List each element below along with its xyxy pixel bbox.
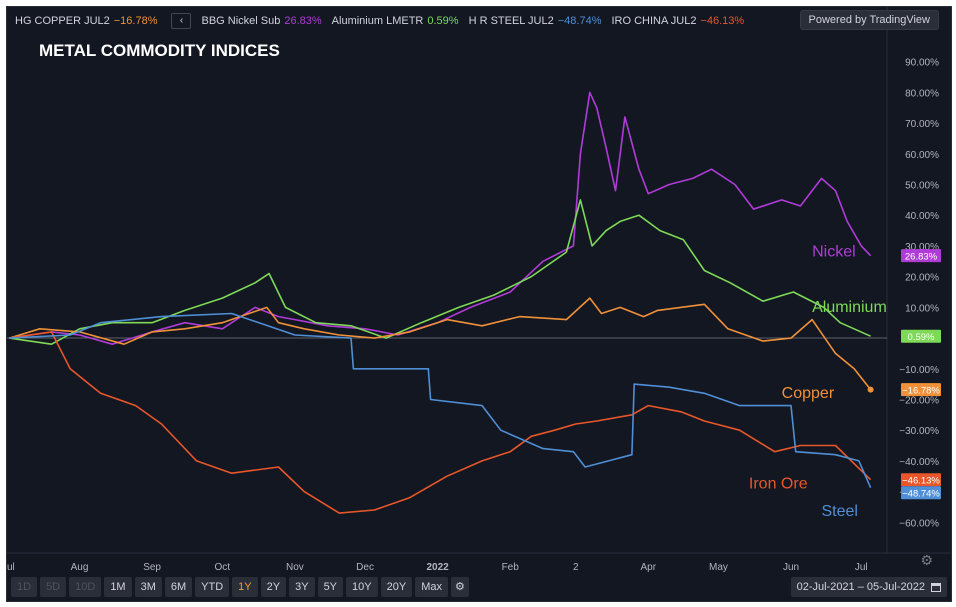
x-tick-label: ul: [7, 562, 15, 573]
range-button-ytd[interactable]: YTD: [195, 577, 230, 597]
legend-label: Aluminium LMETR: [331, 15, 424, 27]
chevron-left-icon[interactable]: ‹: [171, 13, 192, 29]
y-tick-label: −40.00%: [899, 457, 939, 468]
legend-label: BBG Nickel Sub: [201, 15, 281, 27]
series-annotation-copper: Copper: [782, 385, 835, 402]
legend-bar: HG COPPER JUL2 −16.78% ‹ BBG Nickel Sub 26…: [15, 13, 754, 29]
x-tick-label: Nov: [286, 562, 304, 573]
y-tick-label: −30.00%: [899, 426, 939, 437]
x-tick-label: 2: [573, 562, 579, 573]
last-value-badge: [901, 249, 941, 263]
x-tick-label: Sep: [143, 562, 161, 573]
date-range-picker[interactable]: 02-Jul-2021 – 05-Jul-2022: [790, 577, 947, 597]
series-annotation-aluminium: Aluminium: [812, 299, 887, 316]
legend-value: −46.13%: [700, 15, 745, 27]
y-tick-label: 80.00%: [905, 88, 939, 99]
last-value-label: −16.78%: [902, 386, 940, 397]
last-value-label: −48.74%: [902, 489, 940, 500]
last-value-label: 0.59%: [908, 332, 935, 343]
series-line-aluminium: [9, 199, 871, 345]
powered-by-badge[interactable]: Powered by TradingView: [799, 10, 939, 30]
x-tick-label: 2022: [427, 562, 450, 573]
chart-plot[interactable]: 90.00% 80.00% 70.00% 60.00% 50.00% 40.00% 30.0…: [7, 7, 952, 602]
series-annotation-iron-ore: Iron Ore: [749, 476, 808, 493]
legend-item-nickel[interactable]: BBG Nickel Sub 26.83%: [201, 15, 321, 27]
range-button-5d[interactable]: 5D: [40, 577, 67, 597]
last-value-label: −46.13%: [902, 476, 940, 487]
legend-label: IRO CHINA JUL2: [611, 15, 697, 27]
legend-item-aluminium[interactable]: Aluminium LMETR 0.59%: [332, 15, 459, 27]
chart-title: METAL COMMODITY INDICES: [39, 41, 280, 60]
series-line-steel: [9, 312, 872, 489]
chart-frame: 90.00% 80.00% 70.00% 60.00% 50.00% 40.00% 30.0…: [6, 6, 952, 602]
last-value-badge: [901, 383, 941, 397]
y-tick-label: −10.00%: [899, 365, 939, 376]
calendar-icon: [931, 582, 941, 592]
y-tick-label: 60.00%: [905, 150, 939, 161]
last-value-badge: [901, 329, 941, 343]
gear-icon[interactable]: ⚙: [920, 552, 933, 568]
range-toolbar: 1D 5D 10D 1M 3M 6M YTD 1Y 2Y 3Y 5Y 10Y 2…: [11, 577, 469, 597]
x-tick-label: Apr: [640, 562, 656, 573]
range-button-10y[interactable]: 10Y: [346, 577, 378, 597]
last-value-label: 26.83%: [905, 252, 938, 263]
legend-value: −48.74%: [557, 15, 602, 27]
y-tick-label: 30.00%: [905, 242, 939, 253]
series-annotation-nickel: Nickel: [812, 244, 856, 261]
y-tick-label: 40.00%: [905, 211, 939, 222]
range-button-3m[interactable]: 3M: [134, 577, 162, 597]
range-button-1m[interactable]: 1M: [104, 577, 132, 597]
x-tick-label: Dec: [356, 562, 374, 573]
y-tick-label: 50.00%: [905, 181, 939, 192]
last-value-badge: [901, 486, 941, 500]
gear-icon[interactable]: ⚙: [450, 577, 469, 597]
legend-item-copper[interactable]: HG COPPER JUL2 −16.78%: [15, 15, 157, 27]
x-tick-label: Aug: [71, 562, 89, 573]
y-tick-label: 20.00%: [905, 273, 939, 284]
date-range-text: 02-Jul-2021 – 05-Jul-2022: [796, 581, 925, 593]
legend-value: −16.78%: [113, 15, 158, 27]
range-button-6m[interactable]: 6M: [164, 577, 193, 597]
x-tick-label: Oct: [215, 562, 231, 573]
range-button-max[interactable]: Max: [415, 577, 448, 597]
y-tick-label: −20.00%: [899, 395, 939, 406]
series-line-iron-ore: [9, 331, 872, 514]
y-tick-label: 10.00%: [905, 303, 939, 314]
range-button-1y[interactable]: 1Y: [232, 577, 258, 597]
legend-item-steel[interactable]: H R STEEL JUL2 −48.74%: [469, 15, 602, 27]
range-button-3y[interactable]: 3Y: [289, 577, 315, 597]
range-button-20y[interactable]: 20Y: [380, 577, 413, 597]
y-tick-label: 90.00%: [905, 58, 939, 69]
legend-label: HG COPPER JUL2: [15, 15, 110, 27]
series-annotation-steel: Steel: [821, 503, 857, 520]
range-button-2y[interactable]: 2Y: [260, 577, 287, 597]
range-button-10d[interactable]: 10D: [69, 577, 102, 597]
legend-value: 0.59%: [427, 15, 459, 27]
x-tick-label: May: [709, 562, 728, 573]
x-tick-label: Feb: [502, 562, 520, 573]
x-tick-label: Jun: [783, 562, 799, 573]
legend-value: 26.83%: [284, 15, 322, 27]
series-line-copper: [9, 297, 872, 391]
y-tick-label: 70.00%: [905, 119, 939, 130]
x-tick-label: Jul: [855, 562, 868, 573]
legend-item-iron-ore[interactable]: IRO CHINA JUL2 −46.13%: [611, 15, 744, 27]
last-value-badge: [901, 473, 941, 487]
y-tick-label: −60.00%: [899, 518, 939, 529]
series-line-nickel: [9, 91, 872, 345]
legend-label: H R STEEL JUL2: [468, 15, 554, 27]
series-end-marker: [867, 386, 874, 393]
range-button-5y[interactable]: 5Y: [317, 577, 344, 597]
range-button-1d[interactable]: 1D: [11, 577, 38, 597]
